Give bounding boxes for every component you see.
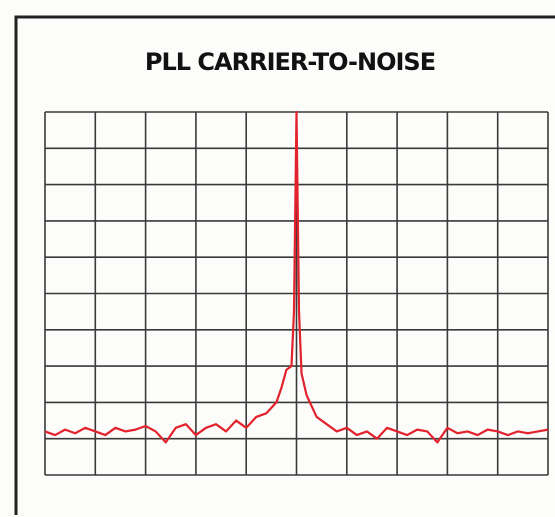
frame — [14, 15, 555, 515]
trace — [44, 110, 549, 444]
chart-title: PLL CARRIER-TO-NOISE — [145, 48, 435, 76]
